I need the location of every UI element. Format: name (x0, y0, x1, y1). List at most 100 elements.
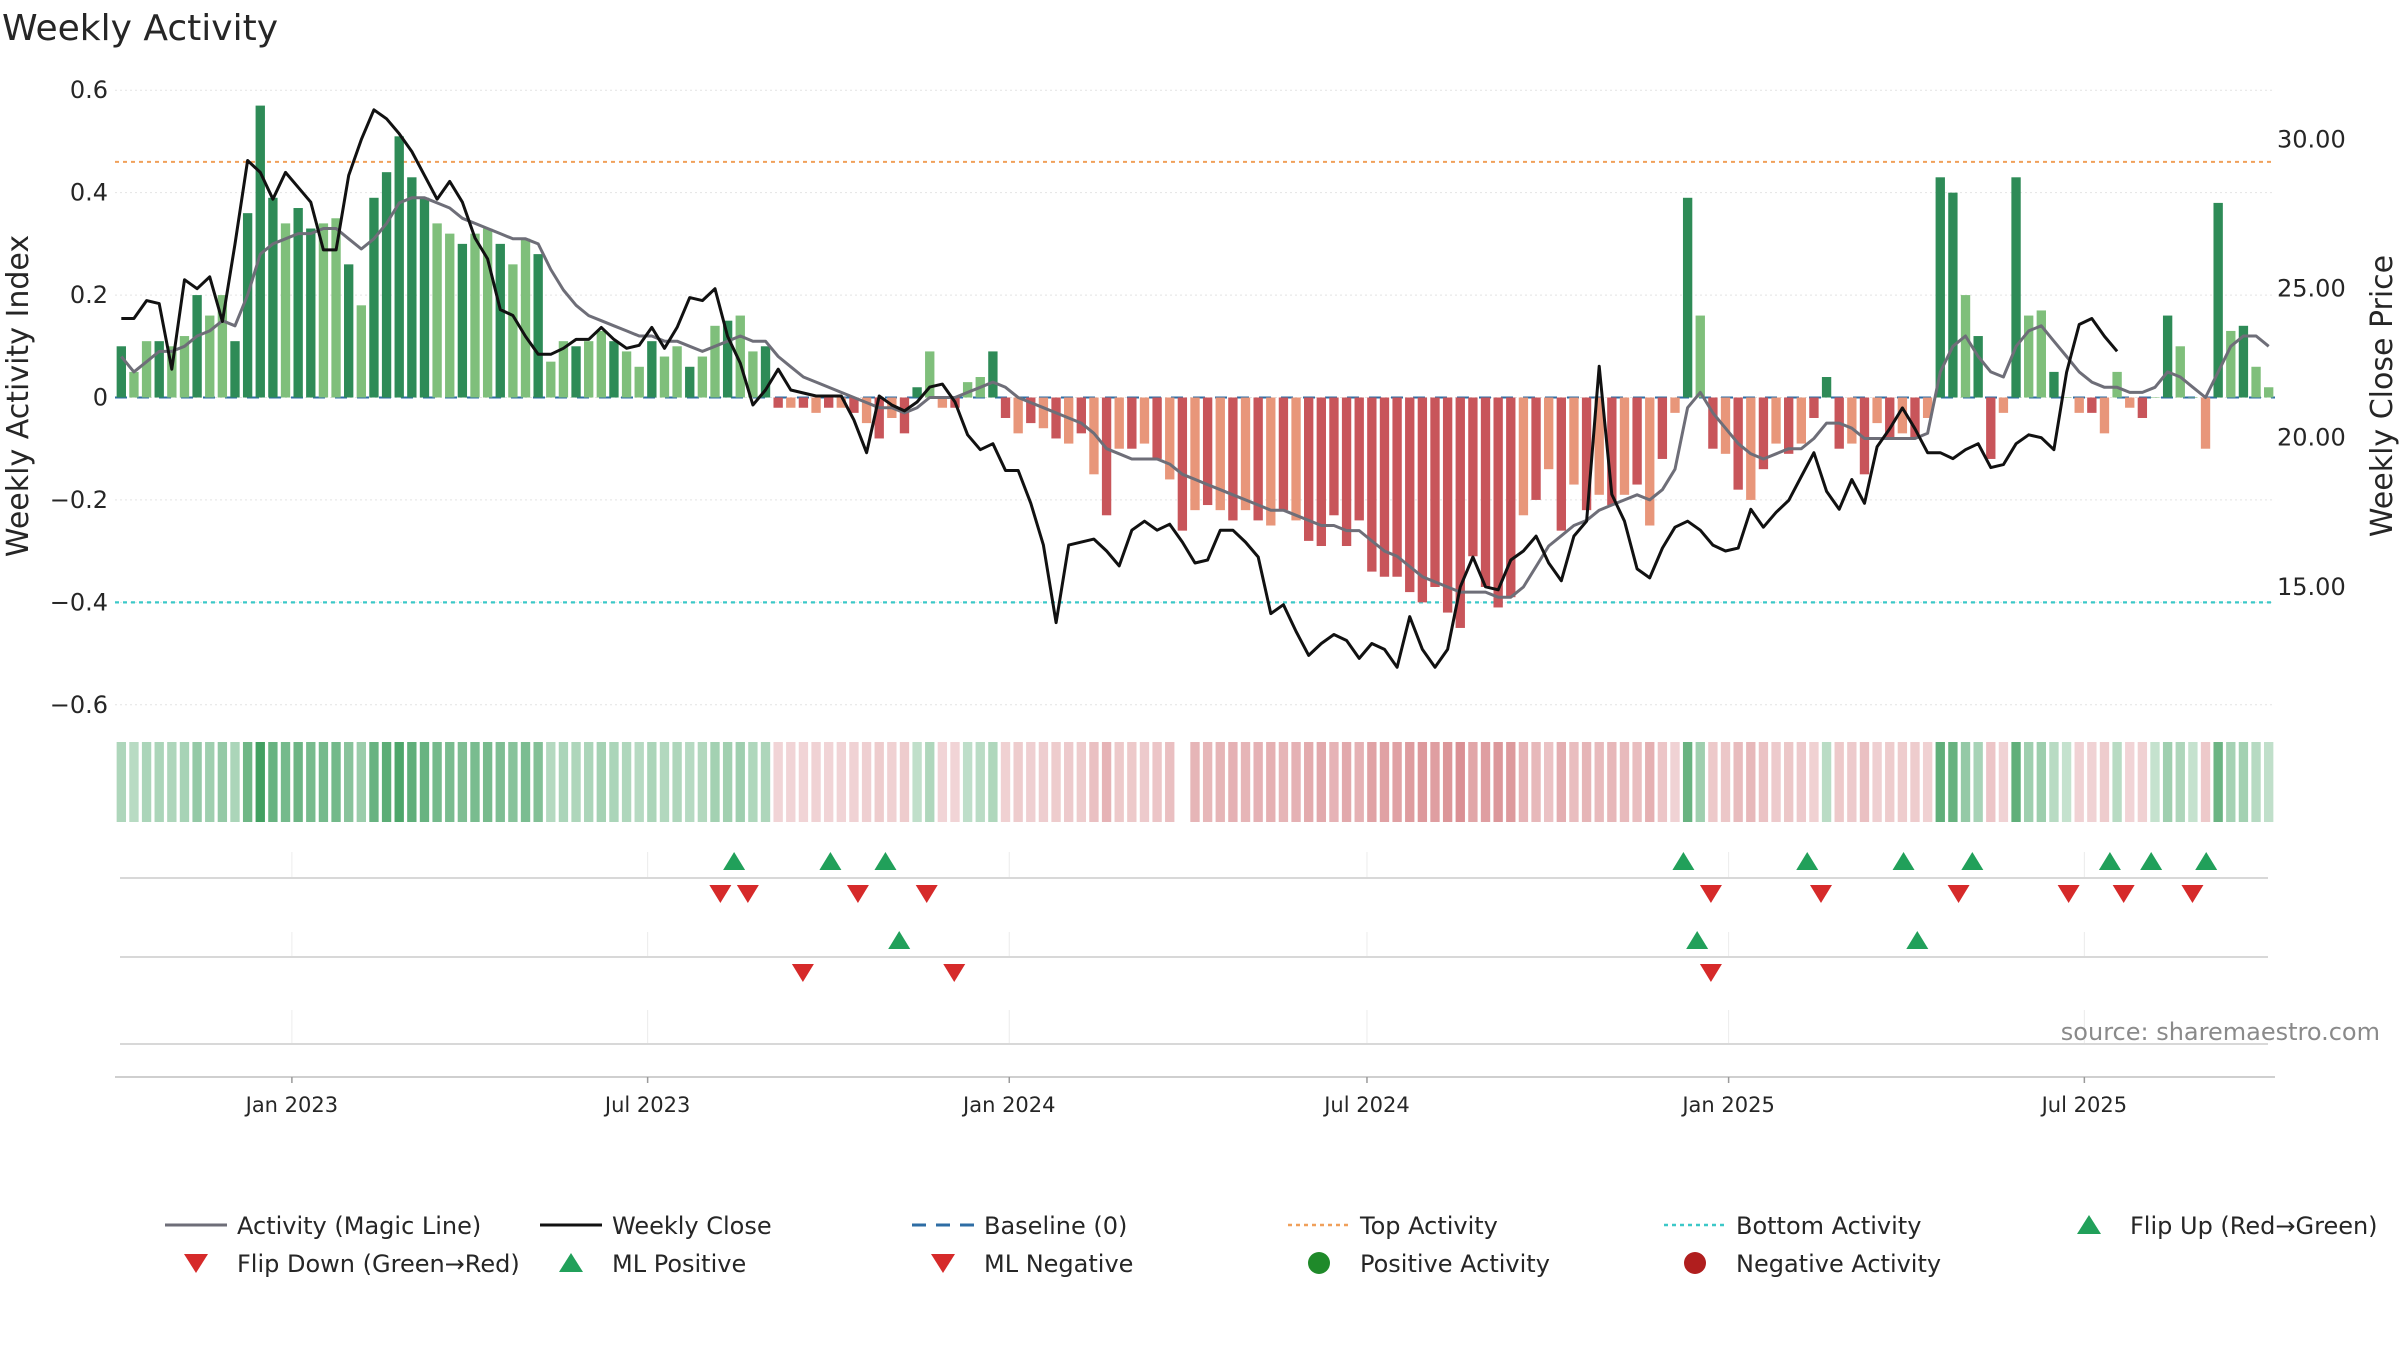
legend-label: ML Positive (612, 1250, 746, 1278)
band-cell (2238, 742, 2249, 822)
activity-bar (445, 233, 455, 398)
y-tick-label: −0.6 (50, 691, 108, 719)
activity-bar (394, 136, 404, 398)
activity-bar (1619, 397, 1630, 495)
band-cell (950, 742, 960, 822)
band-cell (925, 742, 935, 822)
band-cell (1594, 742, 1604, 822)
band-cell (1480, 742, 1491, 822)
signal-strips (120, 852, 2268, 1045)
flip-down-marker (1809, 885, 1832, 903)
legend-label: ML Negative (984, 1250, 1133, 1278)
band-cell (697, 742, 708, 822)
activity-bar (1872, 397, 1882, 424)
activity-bar (760, 346, 771, 398)
activity-bar (988, 351, 998, 398)
band-cell (1960, 742, 1971, 822)
band-cell (2175, 742, 2185, 822)
band-cell (647, 742, 657, 822)
legend-item: Weekly Close (540, 1212, 772, 1240)
activity-bar (685, 366, 695, 398)
band-cell (621, 742, 632, 822)
band-cell (1556, 742, 1566, 822)
legend-label: Bottom Activity (1736, 1212, 1921, 1240)
band-cell (1329, 742, 1339, 822)
activity-bar (495, 243, 505, 398)
activity-bar (1531, 397, 1541, 500)
activity-bar (2061, 397, 2072, 398)
band-cell (141, 742, 152, 822)
activity-bar (1240, 397, 1251, 511)
band-cell (1000, 742, 1011, 822)
activity-bar (1304, 397, 1314, 541)
activity-bar (1455, 397, 1465, 628)
activity-bar (1695, 315, 1705, 398)
band-cell (609, 742, 619, 822)
flip-down-marker (915, 885, 938, 903)
band-cell (1013, 742, 1023, 822)
flip-up-marker (723, 852, 746, 870)
x-tick-label: Jan 2024 (961, 1093, 1056, 1117)
activity-bar (735, 315, 745, 398)
band-cell (1051, 742, 1061, 822)
band-cell (1139, 742, 1150, 822)
activity-bar (2213, 202, 2223, 398)
band-cell (1733, 742, 1743, 822)
activity-bar (1253, 397, 1263, 521)
activity-bar (2036, 310, 2046, 398)
activity-bar (1922, 397, 1933, 418)
band-cell (1304, 742, 1314, 822)
activity-bar (824, 397, 834, 408)
band-cell (154, 742, 164, 822)
band-cell (255, 742, 265, 822)
band-cell (2112, 742, 2122, 822)
band-cell (1910, 742, 1920, 822)
activity-bar (925, 351, 935, 398)
legend-item: Flip Down (Green→Red) (184, 1250, 520, 1278)
activity-bar (672, 346, 682, 398)
activity-bar (1948, 192, 1958, 398)
flip-down-marker (2112, 885, 2135, 903)
band-cell (2162, 742, 2173, 822)
band-cell (760, 742, 771, 822)
weekly-close-series (121, 108, 2119, 669)
activity-bar (1986, 397, 1996, 459)
activity-bar (470, 233, 480, 398)
activity-bar (1101, 397, 1112, 516)
activity-bar (2150, 397, 2160, 398)
x-tick-label: Jul 2023 (603, 1093, 690, 1117)
activity-bar (1682, 197, 1693, 398)
activity-bar (1190, 397, 1200, 511)
flip-down-marker (2181, 885, 2204, 903)
activity-bar (2226, 330, 2236, 398)
band-cell (1379, 742, 1390, 822)
activity-bar (1165, 397, 1175, 480)
activity-bar (1885, 397, 1895, 439)
band-cell (1341, 742, 1352, 822)
band-cell (1581, 742, 1592, 822)
legend-item: Activity (Magic Line) (165, 1212, 481, 1240)
flip-down-marker (1699, 885, 1722, 903)
activity-bar (962, 382, 973, 398)
legend-label: Flip Up (Red→Green) (2130, 1212, 2378, 1240)
flip-up-marker (1796, 852, 1819, 870)
band-cell (1746, 742, 1756, 822)
band-cell (1796, 742, 1806, 822)
activity-bar (1480, 397, 1491, 587)
activity-bar (2251, 366, 2261, 398)
ml-negative-marker (943, 964, 966, 982)
band-cell (659, 742, 670, 822)
band-cell (205, 742, 215, 822)
activity-bar (912, 387, 922, 398)
activity-bar (546, 361, 556, 398)
activity-bar (1051, 397, 1061, 439)
legend-label: Activity (Magic Line) (237, 1212, 481, 1240)
ml-positive-marker (1686, 931, 1709, 949)
activity-bar (1784, 397, 1794, 454)
activity-bar (318, 223, 329, 398)
band-cell (1455, 742, 1465, 822)
x-tick-label: Jan 2025 (1680, 1093, 1775, 1117)
band-cell (1127, 742, 1137, 822)
legend-item: Top Activity (1288, 1212, 1498, 1240)
